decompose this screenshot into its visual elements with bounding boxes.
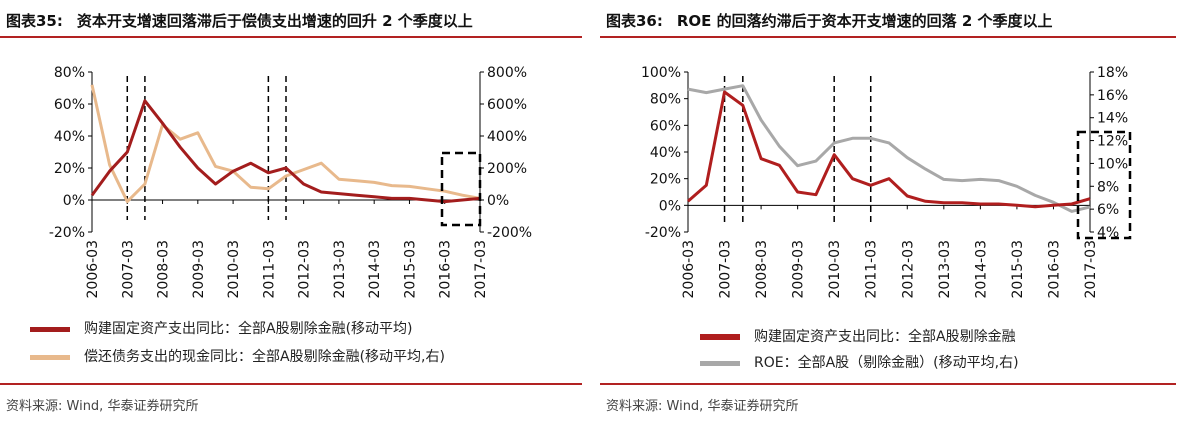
y-tick-label-left: 0% — [63, 193, 85, 209]
x-tick-label: 2008-03 — [156, 240, 172, 299]
y-tick-label-right: 0% — [487, 193, 509, 209]
footer-rule — [0, 383, 582, 385]
y-tick-label-right: 800% — [487, 65, 527, 81]
x-tick-label: 2008-03 — [754, 240, 770, 299]
x-tick-label: 2016-03 — [1046, 240, 1062, 299]
x-tick-label: 2013-03 — [332, 240, 348, 299]
x-tick-label: 2017-03 — [1083, 240, 1099, 299]
y-tick-label-right: 16% — [1097, 88, 1128, 104]
legend-swatch-debt — [30, 354, 70, 360]
y-tick-label-left: 0% — [659, 198, 681, 214]
footer-rule — [600, 383, 1176, 385]
x-tick-label: 2015-03 — [402, 240, 418, 299]
y-tick-label-left: 40% — [54, 129, 85, 145]
y-tick-label-right: 6% — [1097, 202, 1119, 218]
series-line-secondary — [687, 84, 1091, 213]
y-tick-label-right: 10% — [1097, 156, 1128, 172]
series-line-secondary — [90, 84, 481, 204]
x-tick-label: 2017-03 — [473, 240, 489, 299]
y-tick-label-right: 600% — [487, 97, 527, 113]
x-tick-label: 2009-03 — [191, 240, 207, 299]
y-tick-label-left: 40% — [650, 145, 681, 161]
title-rule — [600, 36, 1176, 38]
legend-swatch-capex — [30, 326, 70, 332]
y-tick-label-left: 60% — [650, 118, 681, 134]
source-note: 资料来源: Wind, 华泰证券研究所 — [6, 399, 199, 414]
y-tick-label-left: 80% — [650, 92, 681, 108]
x-tick-label: 2007-03 — [718, 240, 734, 299]
x-tick-label: 2016-03 — [438, 240, 454, 299]
line-chart-36: 100% 80% 60% 40% 20% 0% -20% 18% 16% 14% 12% 10% 8% 6… — [641, 65, 1132, 299]
x-tick-label: 2011-03 — [261, 240, 277, 299]
x-tick-label: 2011-03 — [864, 240, 880, 299]
y-tick-label-right: -200% — [487, 225, 532, 241]
x-tick-label: 2012-03 — [900, 240, 916, 299]
x-tick-label: 2014-03 — [973, 240, 989, 299]
y-tick-label-left: -20% — [49, 225, 85, 241]
chart-panel-36: 图表36: ROE 的回落约滞后于资本开支增速的回落 2 个季度以上 100% 80… — [600, 0, 1184, 421]
y-tick-label-left: -20% — [645, 225, 681, 241]
chart-panel-35: 图表35: 资本开支增速回落滞后于偿债支出增速的回升 2 个季度以上 80% 60%… — [0, 0, 590, 421]
x-tick-label: 2006-03 — [681, 240, 697, 299]
x-tick-label: 2007-03 — [120, 240, 136, 299]
y-tick-label-left: 100% — [641, 65, 681, 81]
y-tick-label-left: 60% — [54, 97, 85, 113]
y-tick-label-left: 80% — [54, 65, 85, 81]
y-tick-label-right: 8% — [1097, 179, 1119, 195]
legend-entry-capex: 购建固定资产支出同比：全部A股剔除金融 — [700, 326, 1016, 346]
y-tick-label-right: 12% — [1097, 134, 1128, 150]
source-note: 资料来源: Wind, 华泰证券研究所 — [606, 399, 799, 414]
x-tick-label: 2015-03 — [1010, 240, 1026, 299]
chart-title: 图表36: ROE 的回落约滞后于资本开支增速的回落 2 个季度以上 — [606, 12, 1053, 30]
title-rule — [0, 36, 582, 38]
y-tick-label-right: 14% — [1097, 111, 1128, 127]
highlight-box — [1076, 130, 1132, 240]
legend-entry-roe: ROE：全部A股（剔除金融）(移动平均,右) — [700, 352, 1019, 372]
series-line-capex — [90, 99, 481, 204]
x-tick-label: 2006-03 — [85, 240, 101, 299]
x-tick-label: 2013-03 — [937, 240, 953, 299]
line-chart-35: 80% 60% 40% 20% 0% -20% 800% 600% 400% 200% 0% -200… — [49, 65, 532, 299]
y-tick-label-right: 400% — [487, 129, 527, 145]
y-tick-label-right: 200% — [487, 161, 527, 177]
chart-title: 图表35: 资本开支增速回落滞后于偿债支出增速的回升 2 个季度以上 — [6, 12, 473, 30]
legend-entry-capex: 购建固定资产支出同比：全部A股剔除金融(移动平均) — [30, 318, 413, 338]
legend-swatch-capex — [700, 334, 740, 340]
legend-swatch-roe — [700, 360, 740, 366]
y-tick-label-right: 18% — [1097, 65, 1128, 81]
y-tick-label-left: 20% — [54, 161, 85, 177]
x-tick-label: 2010-03 — [827, 240, 843, 299]
x-tick-label: 2009-03 — [791, 240, 807, 299]
highlight-box — [440, 151, 482, 227]
series-line-capex — [687, 90, 1091, 209]
x-tick-label: 2010-03 — [226, 240, 242, 299]
x-tick-label: 2012-03 — [297, 240, 313, 299]
legend-entry-debt: 偿还债务支出的现金同比：全部A股剔除金融(移动平均,右) — [30, 346, 445, 366]
x-tick-label: 2014-03 — [367, 240, 383, 299]
y-tick-label-left: 20% — [650, 172, 681, 188]
